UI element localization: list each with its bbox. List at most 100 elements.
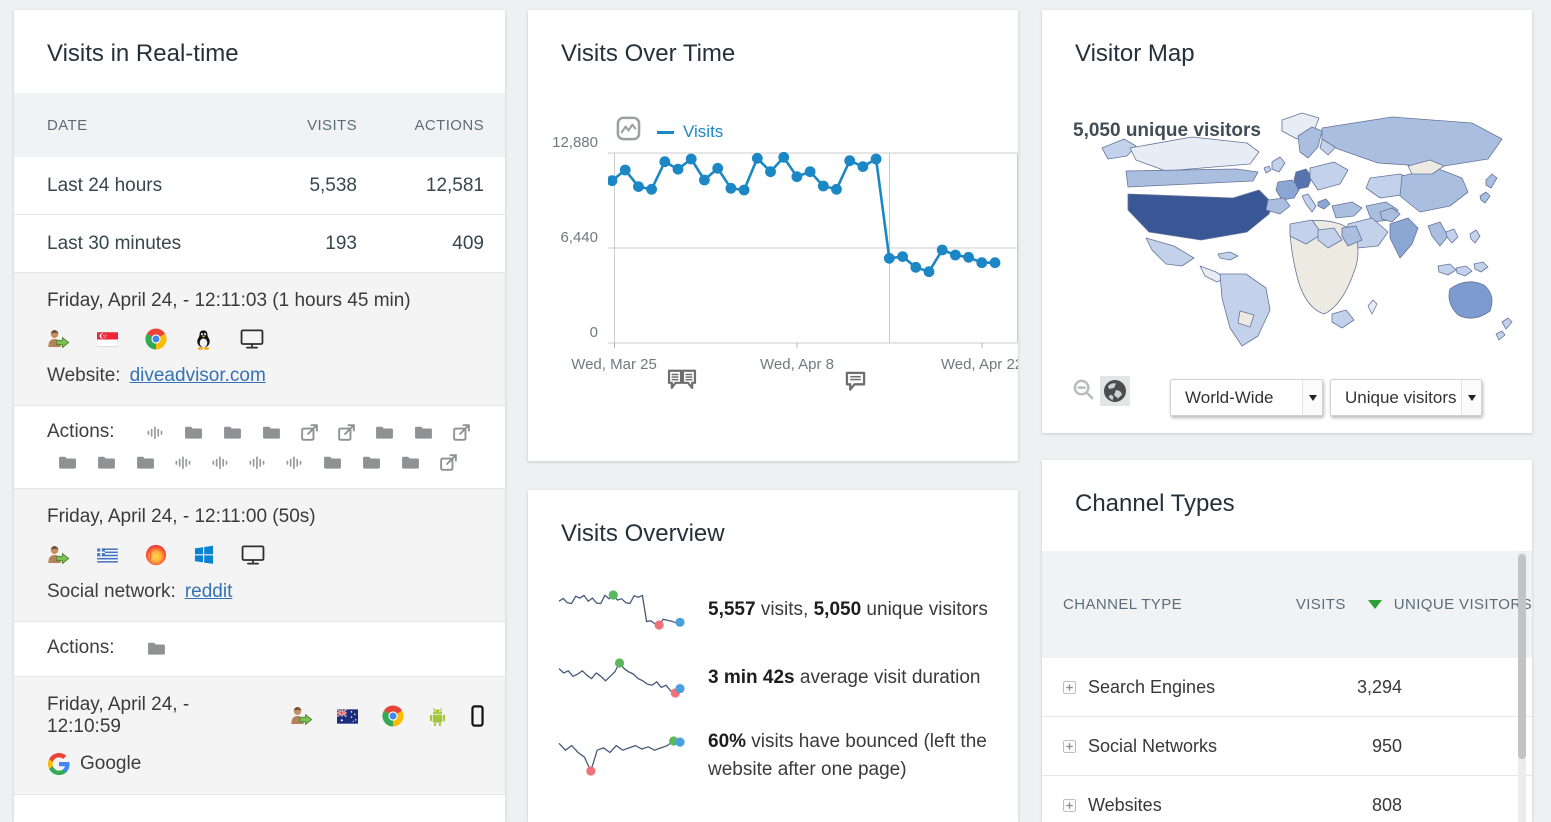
referrer-link[interactable]: diveadvisor.com: [129, 365, 266, 386]
channel-row: Search Engines 3,294: [1042, 658, 1532, 717]
overview-title: Visits Overview: [561, 520, 725, 547]
folder-icon[interactable]: [147, 641, 166, 656]
outlink-icon[interactable]: [300, 423, 318, 441]
map-region-select[interactable]: World-Wide: [1170, 379, 1323, 416]
visit-datetime: Friday, April 24, - 12:11:00 (50s): [47, 506, 316, 527]
folder-icon[interactable]: [223, 425, 242, 440]
outlink-icon[interactable]: [440, 454, 457, 471]
overview-metric-text: 5,557 visits, 5,050 unique visitors: [708, 599, 988, 620]
outlink-icon[interactable]: [337, 423, 355, 441]
folder-icon[interactable]: [414, 425, 433, 440]
folder-icon[interactable]: [401, 455, 420, 470]
world-map[interactable]: [1050, 106, 1527, 361]
row-visits: 193: [325, 232, 357, 254]
visit-referrer: Google: [47, 752, 484, 776]
pageviews-icon[interactable]: [286, 455, 303, 470]
referrer-link[interactable]: reddit: [184, 581, 233, 602]
os-linux-icon: [194, 329, 213, 350]
legend-label: Visits: [683, 122, 724, 141]
plus-box-icon[interactable]: [1063, 680, 1076, 694]
folder-icon[interactable]: [184, 425, 203, 440]
referrer-name: Google: [80, 753, 142, 774]
column-header-channel-type[interactable]: CHANNEL TYPE: [1063, 596, 1182, 613]
evolution-title: Visits Over Time: [561, 40, 736, 67]
column-header-visits[interactable]: VISITS: [307, 116, 357, 134]
select-arrow-icon: [1461, 380, 1481, 415]
channel-row: Websites 808: [1042, 776, 1532, 822]
folder-icon[interactable]: [136, 455, 155, 470]
plus-box-icon[interactable]: [1063, 739, 1076, 753]
visit-actions-row: Actions:: [14, 406, 505, 489]
column-header-visits[interactable]: VISITS: [1295, 596, 1346, 613]
x-axis-tick: Wed, Apr 8: [760, 356, 834, 373]
map-metric-select[interactable]: Unique visitors: [1330, 379, 1482, 416]
globe-icon[interactable]: [1100, 376, 1130, 406]
overview-metric-text: 60% visits have bounced (left the websit…: [708, 731, 987, 780]
referrer-label: Website:: [47, 365, 121, 386]
sparkline-chart[interactable]: [555, 654, 690, 702]
sparkline-chart[interactable]: [555, 732, 690, 780]
flag-greece-icon: [97, 547, 118, 563]
overview-metric-text: 3 min 42s average visit duration: [708, 667, 981, 688]
folder-icon[interactable]: [362, 455, 381, 470]
flag-australia-icon: [337, 708, 358, 724]
channel-types-title: Channel Types: [1075, 490, 1235, 517]
actions-label: Actions:: [47, 637, 115, 658]
flag-singapore-icon: [97, 331, 118, 347]
sparkline-chart[interactable]: [555, 586, 690, 634]
zoom-out-icon[interactable]: [1072, 378, 1095, 401]
channel-label[interactable]: Search Engines: [1088, 676, 1216, 697]
map-title: Visitor Map: [1075, 40, 1195, 67]
pageviews-icon[interactable]: [175, 455, 192, 470]
realtime-table-header: DATE VISITS ACTIONS: [14, 93, 505, 157]
y-axis-tick: 6,440: [560, 229, 598, 246]
visit-actions-row: Actions:: [14, 622, 505, 677]
chart-image-icon[interactable]: [616, 116, 641, 141]
widget-visits-realtime: Visits in Real-time DATE VISITS ACTIONS …: [14, 10, 505, 822]
device-desktop-icon: [241, 545, 265, 565]
overview-metric-row: 5,557 visits, 5,050 unique visitors: [555, 586, 1010, 634]
google-logo-icon: [47, 752, 71, 776]
annotations-multi-icon[interactable]: [666, 368, 698, 393]
annotation-icon[interactable]: [844, 370, 867, 391]
pageviews-icon[interactable]: [249, 455, 266, 470]
sort-desc-icon: [1367, 600, 1382, 609]
os-windows-icon: [194, 545, 214, 565]
column-header-date[interactable]: DATE: [47, 116, 88, 134]
y-axis-tick: 0: [589, 324, 598, 341]
os-android-icon: [428, 706, 447, 727]
channel-visits-value: 3,294: [1356, 676, 1402, 697]
outlink-icon[interactable]: [452, 423, 470, 441]
table-scrollbar[interactable]: [1518, 551, 1526, 822]
x-axis-tick: Wed, Mar 25: [571, 356, 657, 373]
visits-line-chart[interactable]: [606, 133, 1018, 354]
widget-visits-over-time: Visits Over Time Visits 12,880 6,440 0 W…: [528, 10, 1018, 461]
folder-icon[interactable]: [97, 455, 116, 470]
visitor-log-entry: Friday, April 24, - 12:11:00 (50s) Social…: [14, 489, 505, 622]
chart-legend[interactable]: Visits: [657, 122, 723, 142]
column-header-actions[interactable]: ACTIONS: [414, 116, 484, 134]
folder-icon[interactable]: [375, 425, 394, 440]
pageviews-icon[interactable]: [147, 425, 164, 440]
visitor-returning-icon: [47, 545, 70, 565]
widget-channel-types: Channel Types CHANNEL TYPE VISITS UNIQUE…: [1042, 460, 1532, 822]
actions-label: Actions:: [47, 421, 115, 442]
widget-visitor-map: Visitor Map 5,050 unique visitors: [1042, 10, 1532, 433]
table-row: Last 30 minutes 193 409: [14, 215, 505, 273]
folder-icon[interactable]: [323, 455, 342, 470]
scrollbar-handle[interactable]: [1518, 554, 1526, 759]
folder-icon[interactable]: [262, 425, 281, 440]
pageviews-icon[interactable]: [212, 455, 229, 470]
channel-label[interactable]: Social Networks: [1088, 735, 1218, 756]
y-axis-tick: 12,880: [552, 134, 598, 151]
folder-icon[interactable]: [58, 455, 77, 470]
row-date: Last 24 hours: [47, 174, 163, 196]
column-header-unique-visitors[interactable]: UNIQUE VISITORS: [1393, 596, 1532, 613]
row-actions: 12,581: [425, 174, 484, 196]
plus-box-icon[interactable]: [1063, 798, 1076, 812]
visit-referrer: Social network: reddit: [47, 581, 484, 603]
channel-label[interactable]: Websites: [1088, 794, 1162, 815]
map-region-value: World-Wide: [1185, 387, 1274, 407]
visit-datetime: Friday, April 24, - 12:10:59: [47, 694, 190, 737]
realtime-title: Visits in Real-time: [47, 40, 239, 67]
